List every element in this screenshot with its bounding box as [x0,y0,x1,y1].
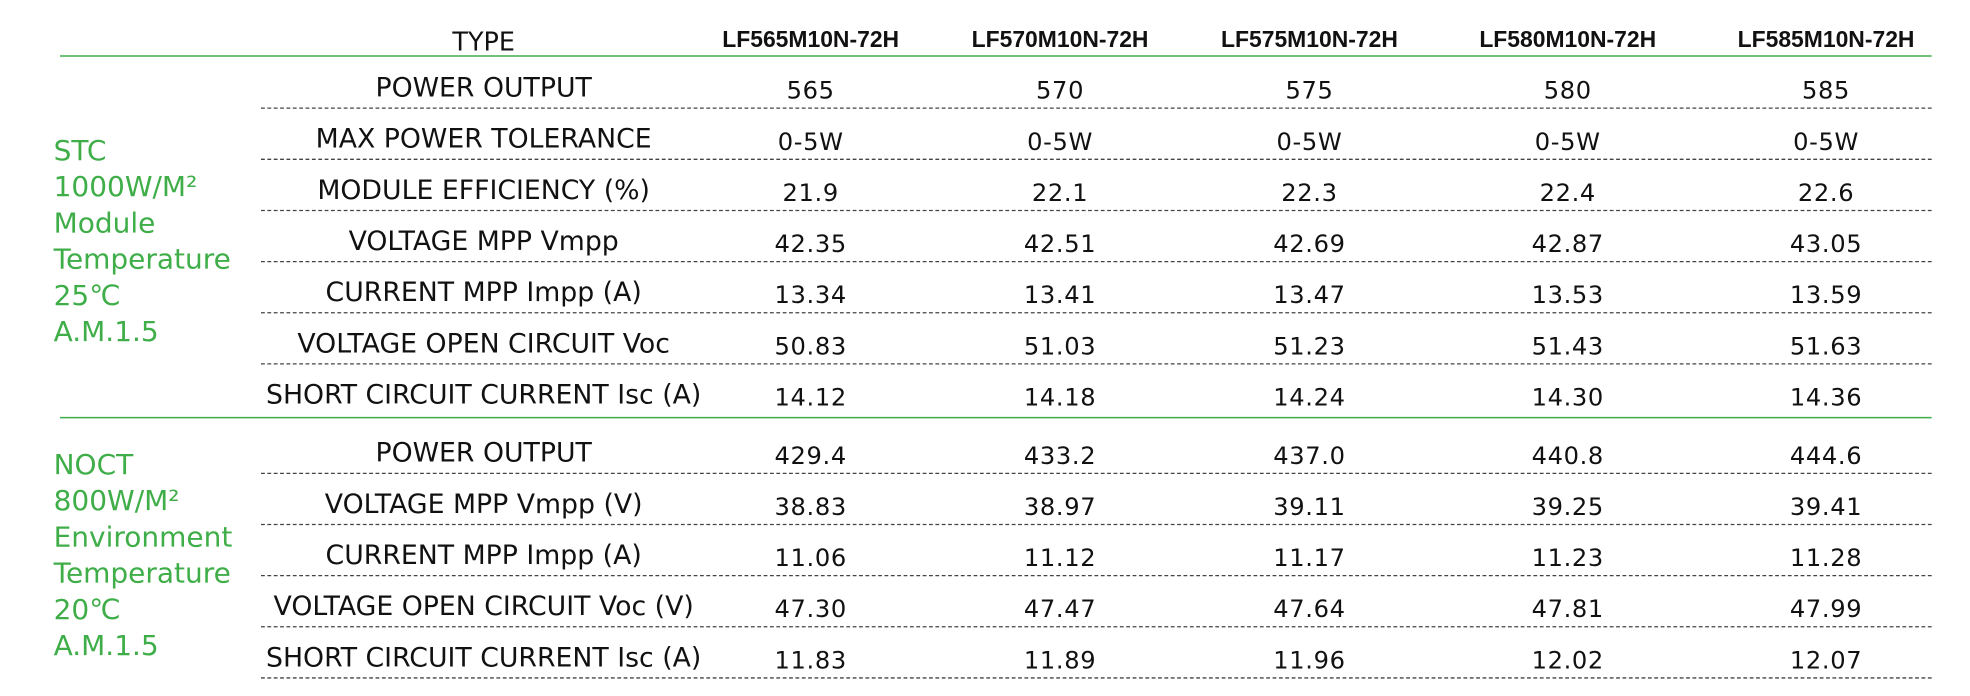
row-label: VOLTAGE MPP Vmpp (V) [325,489,643,520]
type-header: TYPE [451,26,515,56]
cell-value: 14.36 [1790,384,1862,412]
cell-value: 51.63 [1790,332,1862,360]
cell-value: 39.25 [1532,493,1604,521]
condition-line: 25℃ [54,279,121,312]
condition-line: 20℃ [54,593,121,626]
cell-value: 42.69 [1273,230,1345,258]
row-label: CURRENT MPP Impp (A) [326,540,642,571]
cell-value: 11.83 [775,646,847,674]
row-label: VOLTAGE OPEN CIRCUIT Voc [297,328,670,359]
model-name: LF570M10N-72H [972,26,1149,52]
condition-line: NOCT [54,448,135,481]
cell-value: 14.12 [775,384,847,412]
cell-value: 570 [1036,77,1084,105]
cell-value: 42.87 [1532,230,1604,258]
cell-value: 51.43 [1532,332,1604,360]
cell-value: 38.83 [775,493,847,521]
cell-value: 14.18 [1024,384,1096,412]
cell-value: 11.06 [775,544,847,572]
row-label: POWER OUTPUT [375,73,592,104]
cell-value: 0-5W [1535,128,1601,156]
cell-value: 13.34 [775,281,847,309]
cell-value: 42.35 [775,230,847,258]
cell-value: 13.59 [1790,281,1862,309]
cell-value: 11.12 [1024,544,1096,572]
condition-line: Environment [54,520,233,553]
cell-value: 47.30 [775,595,847,623]
cell-value: 47.99 [1790,595,1862,623]
condition-line: Temperature [53,557,231,590]
cell-value: 14.30 [1532,384,1604,412]
cell-value: 0-5W [1027,128,1093,156]
cell-value: 437.0 [1273,442,1345,470]
cell-value: 13.41 [1024,281,1096,309]
model-name: LF585M10N-72H [1738,26,1915,52]
cell-value: 21.9 [783,179,839,207]
cell-value: 13.47 [1273,281,1345,309]
model-name: LF580M10N-72H [1479,26,1656,52]
row-label: SHORT CIRCUIT CURRENT Isc (A) [266,379,701,410]
condition-line: 800W/M² [54,484,180,517]
model-name: LF565M10N-72H [722,26,899,52]
row-label: MODULE EFFICIENCY (%) [317,175,650,206]
cell-value: 11.28 [1790,544,1862,572]
cell-value: 22.1 [1032,179,1088,207]
cell-value: 22.6 [1798,179,1854,207]
cell-value: 47.64 [1273,595,1345,623]
condition-line: 1000W/M² [54,170,198,203]
cell-value: 565 [787,77,835,105]
cell-value: 12.07 [1790,646,1862,674]
cell-value: 22.3 [1281,179,1337,207]
row-label: MAX POWER TOLERANCE [316,124,652,155]
cell-value: 429.4 [775,442,847,470]
cell-value: 575 [1285,77,1333,105]
cell-value: 580 [1544,77,1592,105]
cell-value: 50.83 [775,332,847,360]
cell-value: 39.11 [1273,493,1345,521]
cell-value: 433.2 [1024,442,1096,470]
model-name: LF575M10N-72H [1221,26,1398,52]
row-label: CURRENT MPP Impp (A) [326,277,642,308]
condition-line: A.M.1.5 [54,629,159,662]
condition-line: STC [54,134,107,167]
cell-value: 13.53 [1532,281,1604,309]
cell-value: 11.23 [1532,544,1604,572]
cell-value: 440.8 [1532,442,1604,470]
row-label: SHORT CIRCUIT CURRENT Isc (A) [266,642,701,673]
cell-value: 585 [1802,77,1850,105]
cell-value: 38.97 [1024,493,1096,521]
condition-line: Temperature [53,243,231,276]
cell-value: 51.03 [1024,332,1096,360]
condition-line: A.M.1.5 [54,315,159,348]
cell-value: 11.17 [1273,544,1345,572]
cell-value: 11.89 [1024,646,1096,674]
row-label: VOLTAGE MPP Vmpp [349,226,619,257]
cell-value: 444.6 [1790,442,1862,470]
cell-value: 12.02 [1532,646,1604,674]
cell-value: 43.05 [1790,230,1862,258]
cell-value: 0-5W [1793,128,1859,156]
row-label: POWER OUTPUT [375,438,592,469]
cell-value: 47.81 [1532,595,1604,623]
cell-value: 0-5W [1277,128,1343,156]
cell-value: 39.41 [1790,493,1862,521]
row-label: VOLTAGE OPEN CIRCUIT Voc (V) [274,591,694,622]
cell-value: 51.23 [1273,332,1345,360]
cell-value: 11.96 [1273,646,1345,674]
cell-value: 0-5W [778,128,844,156]
condition-line: Module [54,206,156,239]
cell-value: 47.47 [1024,595,1096,623]
cell-value: 42.51 [1024,230,1096,258]
cell-value: 14.24 [1273,384,1345,412]
cell-value: 22.4 [1540,179,1596,207]
